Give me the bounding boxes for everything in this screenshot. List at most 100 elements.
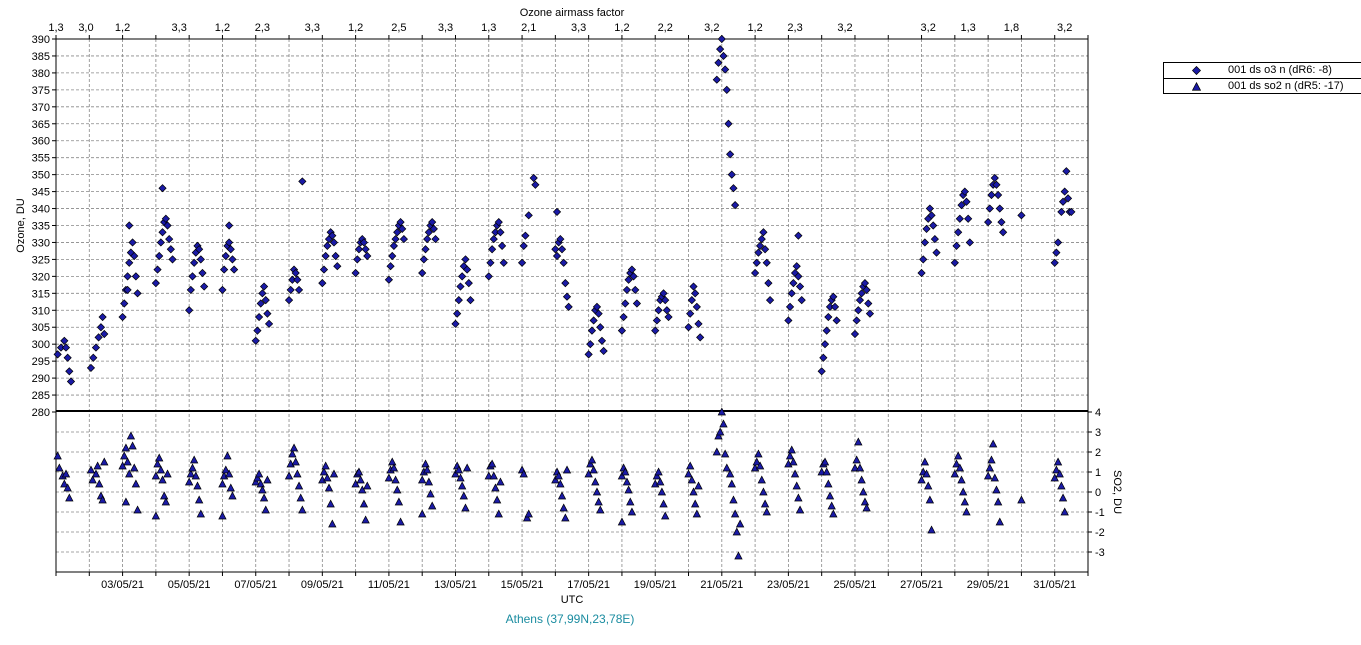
so2-point <box>760 499 770 508</box>
ozone-point <box>384 275 393 284</box>
ozone-point <box>123 272 132 281</box>
ozone-point <box>291 268 300 278</box>
x-tick-label: 27/05/21 <box>900 579 943 591</box>
so2-point <box>389 463 399 472</box>
so2-point <box>361 515 370 524</box>
so2-point <box>354 467 364 476</box>
ozone-point <box>361 245 370 254</box>
so2-point <box>730 509 740 518</box>
so2-point <box>652 471 662 480</box>
ozone-point <box>617 326 627 335</box>
so2-point <box>427 501 437 510</box>
so2-point <box>684 469 693 478</box>
ozone-point <box>391 234 400 244</box>
so2-point <box>860 497 870 506</box>
ozone-point <box>691 289 700 298</box>
so2-point <box>228 491 237 500</box>
ozone-point <box>228 255 237 264</box>
ozone-point <box>624 275 633 284</box>
so2-point <box>592 487 602 496</box>
ozone-point <box>919 255 928 264</box>
so2-point <box>987 455 996 464</box>
ozone-point <box>596 323 605 332</box>
ozone-point <box>251 336 260 345</box>
ozone-point <box>165 234 174 244</box>
ozone-tick-label: 315 <box>32 288 50 300</box>
so2-point <box>589 465 598 474</box>
ozone-point <box>927 211 936 220</box>
top-axis-label: 3,2 <box>921 22 936 34</box>
ozone-point <box>331 251 340 261</box>
ozone-point <box>329 238 339 247</box>
ozone-point <box>423 234 432 244</box>
ozone-point <box>659 289 668 298</box>
so2-point <box>594 497 603 506</box>
x-tick-label: 23/05/21 <box>767 579 810 591</box>
ozone-point <box>120 299 129 308</box>
so2-point <box>1060 507 1069 516</box>
ozone-point <box>860 279 870 288</box>
ozone-point <box>597 336 607 345</box>
ozone-point <box>552 251 562 261</box>
so2-point <box>133 505 142 514</box>
ozone-point <box>995 204 1004 213</box>
plot-frame <box>55 38 1089 573</box>
so2-point <box>491 483 500 492</box>
ozone-point <box>200 282 209 291</box>
top-axis-label: 1,3 <box>961 22 976 34</box>
so2-point <box>426 489 435 498</box>
ozone-point <box>1017 211 1026 220</box>
ozone-point <box>794 272 803 281</box>
so2-point <box>657 487 667 496</box>
so2-point <box>459 491 468 500</box>
ozone-point <box>98 312 107 322</box>
ozone-point <box>359 238 369 247</box>
so2-point <box>762 507 771 516</box>
ozone-point <box>61 343 71 352</box>
ozone-tick-label: 300 <box>32 339 50 351</box>
so2-point <box>687 475 697 484</box>
so2-point <box>855 463 865 472</box>
so2-point <box>223 451 232 460</box>
ozone-tick-label: 365 <box>32 119 50 131</box>
so2-point <box>487 459 497 468</box>
so2-point <box>284 471 294 480</box>
ozone-point <box>198 268 207 278</box>
top-axis-label: 3,0 <box>78 22 93 34</box>
ozone-point <box>920 238 929 247</box>
ozone-point <box>1052 248 1061 257</box>
ozone-point <box>499 258 508 267</box>
so2-point <box>130 463 139 472</box>
ozone-point <box>764 279 773 288</box>
ozone-point <box>431 234 440 244</box>
top-axis-label: 3,2 <box>837 22 852 34</box>
ozone-point <box>517 258 527 267</box>
ozone-point <box>855 296 865 305</box>
ozone-point <box>594 309 603 318</box>
so2-point <box>489 471 498 480</box>
so2-point <box>685 461 695 470</box>
top-axis-label: 1,8 <box>1004 22 1019 34</box>
so2-point <box>950 469 960 478</box>
so2-point <box>795 505 805 514</box>
so2-point <box>351 479 360 488</box>
ozone-tick-label: 305 <box>32 322 50 334</box>
so2-point <box>824 479 833 488</box>
ozone-point <box>829 292 838 301</box>
ozone-point <box>294 285 304 295</box>
ozone-point <box>686 309 695 318</box>
so2-tick-label: -3 <box>1095 547 1105 559</box>
ozone-point <box>990 173 999 183</box>
ozone-point <box>258 289 267 298</box>
so2-point <box>960 497 970 506</box>
top-axis-label: 2,1 <box>521 22 536 34</box>
so2-point <box>156 465 166 474</box>
so2-point <box>817 467 826 476</box>
ozone-point <box>754 248 763 257</box>
ozone-point <box>694 319 703 328</box>
ozone-point <box>797 296 806 305</box>
ozone-point <box>354 245 364 254</box>
ozone-point <box>388 251 397 261</box>
so2-point <box>719 419 728 428</box>
so2-point <box>424 477 434 486</box>
